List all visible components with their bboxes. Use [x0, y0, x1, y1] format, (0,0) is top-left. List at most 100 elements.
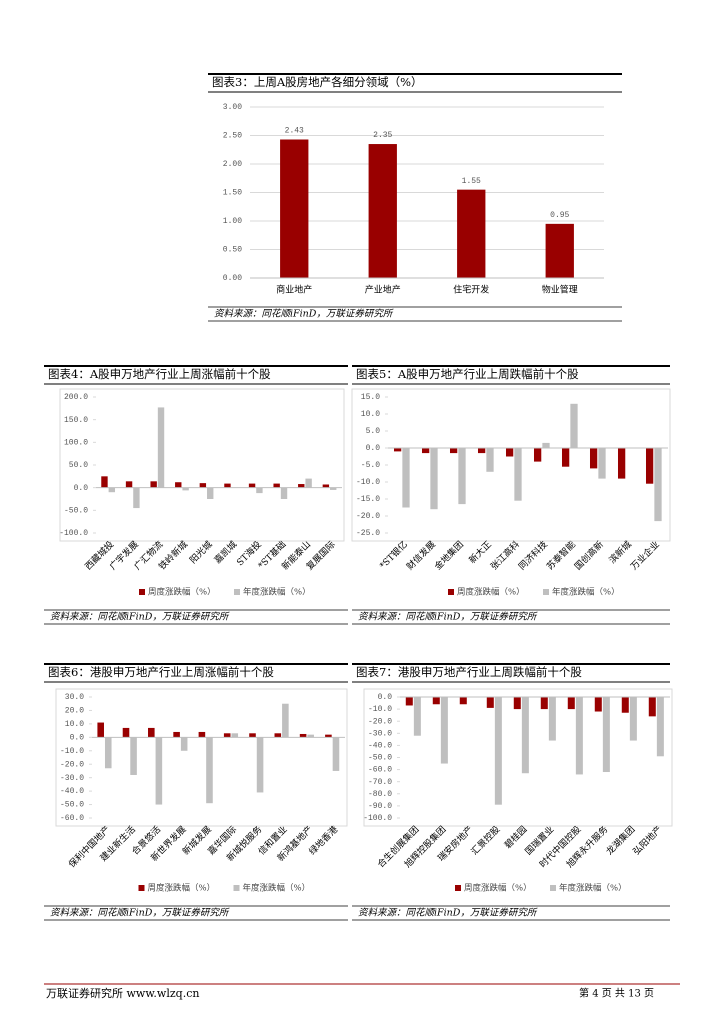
- bar: [621, 697, 629, 713]
- bar: [540, 697, 548, 710]
- bar: [629, 697, 637, 741]
- bar: [393, 448, 402, 452]
- y-tick-label: 5.0: [366, 427, 381, 436]
- y-tick-label: -60.0: [60, 814, 84, 823]
- source: 资料来源：同花顺iFinD，万联证券研究所: [50, 907, 230, 919]
- source: 资料来源：同花顺iFinD，万联证券研究所: [50, 611, 230, 623]
- bar: [589, 448, 598, 469]
- bar: [256, 487, 263, 494]
- source: 资料来源：同花顺iFinD，万联证券研究所: [358, 907, 538, 919]
- bar: [224, 483, 231, 488]
- bar: [598, 448, 606, 479]
- y-tick-label: -100.0: [59, 529, 88, 538]
- y-tick-label: 30.0: [65, 693, 84, 702]
- bar: [545, 223, 574, 278]
- legend-swatch: [233, 885, 240, 891]
- legend-swatch: [550, 885, 556, 891]
- bar: [150, 481, 157, 488]
- x-tick-label: *ST银亿: [377, 538, 410, 571]
- y-tick-label: -70.0: [368, 778, 392, 787]
- y-tick-label: -15.0: [356, 495, 380, 504]
- bar: [282, 703, 289, 738]
- legend-label: 年度涨跌幅（%）: [552, 587, 620, 598]
- bar: [521, 697, 529, 774]
- y-tick-label: -50.0: [60, 801, 84, 810]
- y-tick-label: 200.0: [64, 393, 88, 402]
- bar: [542, 442, 550, 448]
- bar: [104, 737, 112, 769]
- y-tick-label: 0.00: [223, 274, 242, 283]
- bar: [130, 737, 137, 775]
- bar: [207, 487, 214, 499]
- legend-swatch: [448, 589, 454, 595]
- plot-frame: [351, 388, 671, 542]
- bar: [322, 484, 330, 488]
- bar: [575, 697, 583, 775]
- bar: [513, 697, 521, 710]
- bar: [155, 737, 163, 805]
- bar: [307, 734, 314, 738]
- y-tick-label: -30.0: [368, 729, 392, 738]
- x-tick-label: 万业企业: [628, 538, 662, 572]
- value-label: 2.35: [373, 131, 392, 140]
- x-tick-label: 滨新城: [606, 538, 634, 566]
- y-tick-label: -80.0: [368, 790, 392, 799]
- x-tick-label: 同济科技: [516, 538, 550, 572]
- bar: [548, 697, 556, 741]
- bar: [602, 697, 610, 773]
- y-tick-label: 15.0: [361, 393, 380, 402]
- x-tick-label: 碧桂园: [502, 823, 530, 851]
- y-tick-label: 10.0: [65, 720, 84, 729]
- y-tick-label: -20.0: [356, 512, 380, 521]
- bar: [505, 448, 514, 457]
- bar: [249, 733, 256, 738]
- bar: [280, 487, 288, 499]
- y-tick-label: -50.0: [368, 754, 392, 763]
- legend-label: 年度涨跌幅（%）: [559, 883, 627, 894]
- chart-title: 图表6：港股申万地产行业上周涨幅前十个股: [48, 665, 274, 679]
- bar: [494, 697, 502, 805]
- y-tick-label: 2.50: [223, 132, 242, 141]
- y-tick-label: -40.0: [60, 787, 84, 796]
- x-tick-label: 龙湖集团: [603, 823, 637, 857]
- y-tick-label: 0.0: [74, 484, 89, 493]
- bar: [182, 487, 189, 491]
- bar: [325, 734, 332, 738]
- bar: [533, 448, 542, 462]
- y-tick-label: 2.00: [223, 160, 242, 169]
- bar: [180, 737, 188, 751]
- y-tick-label: -20.0: [60, 760, 84, 769]
- value-label: 0.95: [550, 211, 569, 220]
- bar: [199, 483, 207, 488]
- x-tick-label: 汇景控股: [468, 823, 502, 857]
- legend-swatch: [138, 885, 145, 891]
- legend-label: 年度涨跌幅（%）: [243, 587, 311, 598]
- legend-label: 年度涨跌幅（%）: [243, 883, 311, 894]
- legend-swatch: [139, 589, 145, 595]
- legend-label: 周度涨跌幅（%）: [148, 883, 216, 894]
- y-tick-label: -90.0: [368, 802, 392, 811]
- y-tick-label: -30.0: [60, 774, 84, 783]
- bar: [175, 482, 182, 488]
- plot-frame: [59, 388, 345, 542]
- bar: [645, 448, 654, 484]
- y-tick-label: -100.0: [363, 814, 392, 823]
- plot-frame: [363, 688, 673, 827]
- y-tick-label: 50.0: [69, 461, 88, 470]
- bar: [449, 448, 458, 454]
- bar: [125, 481, 133, 488]
- bar: [274, 733, 282, 738]
- bar: [332, 737, 340, 771]
- bar: [198, 731, 206, 738]
- chart-title: 图表7：港股申万地产行业上周跌幅前十个股: [356, 665, 582, 679]
- y-tick-label: -25.0: [356, 529, 380, 538]
- bar: [486, 448, 494, 472]
- x-tick-label: 商业地产: [276, 284, 312, 296]
- y-tick-label: 0.0: [378, 693, 393, 702]
- legend-label: 周度涨跌幅（%）: [464, 883, 532, 894]
- bar: [656, 697, 664, 757]
- bar: [567, 697, 575, 710]
- legend-swatch: [543, 589, 549, 595]
- x-tick-label: 物业管理: [542, 284, 578, 296]
- y-tick-label: -5.0: [361, 461, 380, 470]
